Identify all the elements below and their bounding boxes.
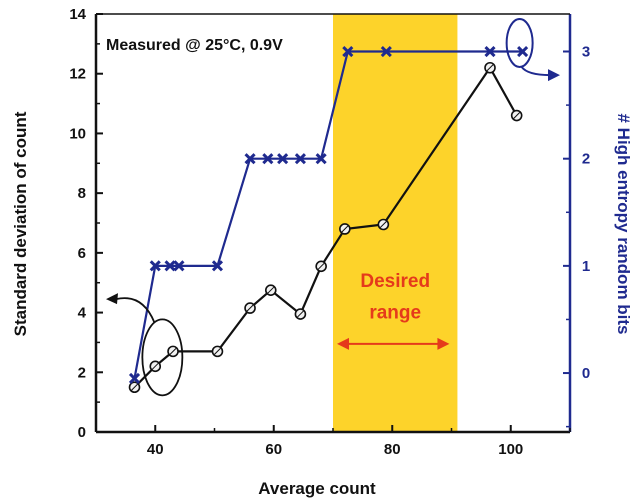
random-bits-point [484, 45, 496, 58]
random-bits-point [380, 45, 392, 58]
right-y-tick-label: 0 [582, 365, 590, 382]
desired-range-arrowhead-left [337, 337, 349, 350]
random-bits-point [315, 153, 327, 165]
random-bits-point [342, 45, 354, 58]
std-dev-point-hatch [246, 304, 254, 312]
left-y-tick-label: 14 [69, 6, 86, 23]
std-dev-point-hatch [317, 262, 325, 270]
desired-range-label-line1: Desired [360, 271, 430, 292]
std-dev-point-hatch [151, 362, 159, 370]
std-dev-point-hatch [297, 310, 304, 318]
left-y-tick-label: 8 [78, 185, 86, 202]
left-y-tick-label: 12 [69, 66, 86, 83]
std-dev-point-hatch [341, 225, 349, 233]
random-bits-point [149, 260, 161, 272]
left-y-tick-label: 6 [78, 245, 86, 262]
right-axis-arrowhead [548, 69, 560, 82]
random-bits-point [244, 153, 256, 165]
x-axis-title: Average count [258, 479, 376, 498]
random-bits-callout-ellipse [505, 17, 534, 68]
std-dev-callout-ellipse [141, 318, 184, 397]
std-dev-point-hatch [267, 286, 275, 294]
desired-range-arrowhead-right [437, 337, 450, 350]
std-dev-point-hatch [486, 64, 494, 72]
right-axis-arrow [520, 66, 551, 77]
random-bits-point [262, 153, 274, 165]
left-y-tick-label: 4 [78, 305, 87, 322]
std-dev-point-hatch [380, 221, 387, 228]
std-dev-point-hatch [169, 348, 177, 355]
x-tick-label: 40 [147, 441, 164, 458]
random-bits-point [211, 260, 224, 272]
left-axis-arrowhead [106, 293, 118, 305]
random-bits-point [173, 260, 185, 272]
x-tick-label: 100 [498, 441, 523, 458]
right-y-tick-label: 2 [582, 151, 590, 168]
left-y-tick-label: 2 [78, 364, 86, 381]
right-y-tick-label: 1 [582, 258, 590, 275]
left-y-tick-label: 0 [78, 424, 86, 441]
desired-range-band [333, 14, 458, 432]
std-dev-line [133, 65, 518, 388]
random-bits-point [517, 45, 529, 58]
left-y-axis-title: Standard deviation of count [11, 111, 30, 336]
std-dev-point-hatch [513, 112, 521, 119]
random-bits-point [128, 372, 141, 384]
std-dev-point-hatch [214, 348, 221, 355]
right-y-tick-label: 3 [582, 44, 590, 61]
random-bits-point [277, 153, 289, 165]
random-bits-line [133, 50, 523, 379]
random-bits-point [164, 260, 176, 272]
desired-range-label-line2: range [369, 303, 421, 324]
measurement-annotation: Measured @ 25°C, 0.9V [106, 37, 283, 54]
right-y-axis-title: # High entropy random bits [614, 113, 633, 334]
x-tick-label: 60 [265, 441, 282, 458]
random-bits-point [294, 153, 306, 165]
std-dev-point-hatch [131, 383, 138, 391]
left-axis-arrow [115, 297, 156, 323]
left-y-tick-label: 10 [69, 125, 86, 142]
x-tick-label: 80 [384, 441, 401, 458]
